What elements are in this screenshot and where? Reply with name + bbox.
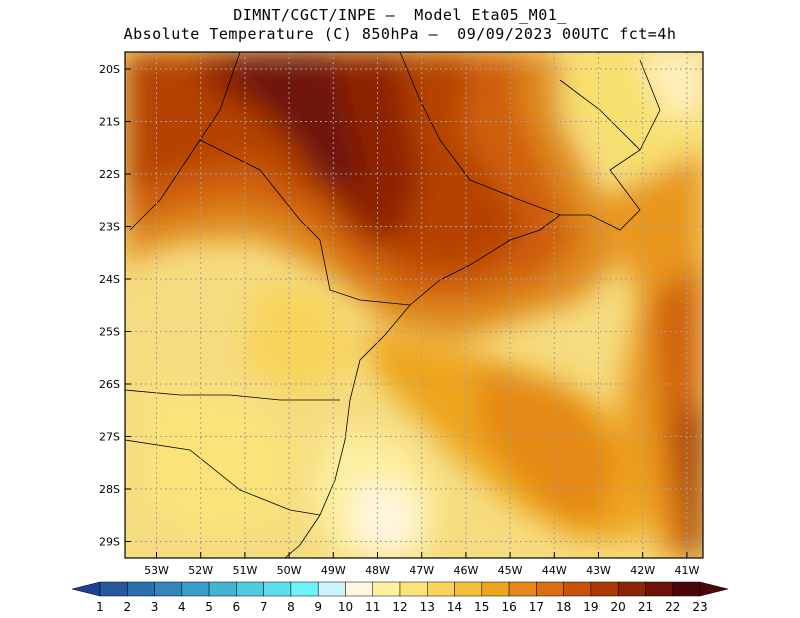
lat-tick-label: 22S xyxy=(99,168,120,181)
colorbar-swatch xyxy=(536,581,564,597)
colorbar-swatch xyxy=(290,581,319,597)
map-title-line-1: DIMNT/CGCT/INPE – Model Eta05_M01_ xyxy=(233,6,567,24)
colorbar-swatch xyxy=(399,581,428,597)
plume-band-17 xyxy=(480,360,620,520)
colorbar-label: 18 xyxy=(556,600,571,614)
lon-tick-label: 53W xyxy=(144,564,169,577)
colorbar-swatch xyxy=(672,581,701,597)
colorbar-label: 9 xyxy=(314,600,322,614)
colorbar-swatch xyxy=(563,581,592,597)
colorbar-swatch xyxy=(617,581,646,597)
colorbar-label: 19 xyxy=(583,600,598,614)
lat-tick-label: 26S xyxy=(99,378,120,391)
colorbar-label: 3 xyxy=(151,600,159,614)
latitude-ticks: 20S 21S 22S 23S 24S 25S 26S 27S 28S 29S xyxy=(99,63,131,549)
lon-tick-label: 48W xyxy=(365,564,390,577)
lon-tick-label: 52W xyxy=(188,564,213,577)
colorbar-arrow-high xyxy=(699,581,729,597)
lat-tick-label: 20S xyxy=(99,63,120,76)
colorbar-swatch xyxy=(427,581,455,597)
colorbar-swatch xyxy=(508,581,537,597)
border-sp-mg xyxy=(399,52,561,216)
lat-tick-label: 21S xyxy=(99,116,120,129)
east-band-21 xyxy=(680,400,703,558)
colorbar-label: 23 xyxy=(692,600,707,614)
south-band-11 xyxy=(350,480,420,558)
colorbar-swatch xyxy=(372,581,401,597)
lat-tick-label: 28S xyxy=(99,483,120,496)
colorbar-swatch xyxy=(236,581,264,597)
lon-tick-label: 44W xyxy=(542,564,567,577)
warm-band-22 xyxy=(230,52,360,200)
colorbar-label: 14 xyxy=(447,600,462,614)
lon-tick-label: 47W xyxy=(409,564,434,577)
border-pr-sc xyxy=(125,389,340,401)
colorbar-swatch xyxy=(208,581,237,597)
colorbar-swatch xyxy=(590,581,619,597)
colorbar-swatch xyxy=(345,581,373,597)
colorbar-label: 1 xyxy=(96,600,104,614)
lon-tick-label: 41W xyxy=(674,564,699,577)
colorbar-label: 13 xyxy=(420,600,435,614)
lon-tick-label: 51W xyxy=(232,564,257,577)
colorbar-label: 5 xyxy=(205,600,213,614)
longitude-ticks: 53W 52W 51W 50W 49W 48W 47W 46W 45W 44W 43W 42W 41W xyxy=(144,552,699,577)
gridlines xyxy=(125,52,703,558)
lon-tick-label: 50W xyxy=(277,564,302,577)
colorbar-label: 11 xyxy=(365,600,380,614)
lon-tick-label: 42W xyxy=(630,564,655,577)
lon-tick-label: 43W xyxy=(586,564,611,577)
temperature-field xyxy=(125,52,703,558)
coastline-and-borders xyxy=(125,52,661,558)
colorbar-label: 17 xyxy=(529,600,544,614)
lon-tick-label: 49W xyxy=(321,564,346,577)
colorbar-swatch xyxy=(99,581,128,597)
colorbar-swatch xyxy=(481,581,510,597)
colorbar-swatch xyxy=(154,581,183,597)
colorbar-label: 4 xyxy=(178,600,186,614)
colorbar-swatch xyxy=(454,581,483,597)
border-pr-sp xyxy=(199,139,411,306)
colorbar-arrow-low xyxy=(71,581,101,597)
southwest-band-13 xyxy=(140,380,300,540)
colorbar-label: 2 xyxy=(123,600,131,614)
lon-tick-label: 46W xyxy=(453,564,478,577)
colorbar-swatch xyxy=(263,581,292,597)
colorbar-swatch xyxy=(645,581,673,597)
border-sc-rs xyxy=(125,439,321,516)
lat-tick-label: 25S xyxy=(99,326,120,339)
colorbar-label: 16 xyxy=(501,600,516,614)
lon-tick-label: 45W xyxy=(498,564,523,577)
lat-tick-label: 27S xyxy=(99,431,120,444)
colorbar-swatch xyxy=(127,581,155,597)
colorbar-label: 12 xyxy=(392,600,407,614)
colorbar: 1 2 3 4 5 6 7 8 9 10 11 12 13 14 15 16 17 18 19 20 21 22 23 xyxy=(71,581,729,614)
central-band-14 xyxy=(240,280,360,400)
colorbar-swatch xyxy=(317,581,346,597)
colorbar-swatch xyxy=(181,581,210,597)
map-title-line-2: Absolute Temperature (C) 850hPa – 09/09/… xyxy=(123,25,677,43)
lat-tick-label: 23S xyxy=(99,221,120,234)
colorbar-label: 21 xyxy=(638,600,653,614)
colorbar-label: 20 xyxy=(611,600,626,614)
lat-tick-label: 29S xyxy=(99,536,120,549)
colorbar-label: 10 xyxy=(338,600,353,614)
colorbar-label: 15 xyxy=(474,600,489,614)
colorbar-label: 22 xyxy=(665,600,680,614)
border-mg-rj xyxy=(559,79,641,151)
colorbar-label: 7 xyxy=(260,600,268,614)
coastline xyxy=(284,59,661,558)
plot-frame xyxy=(124,51,704,559)
colorbar-label: 6 xyxy=(233,600,241,614)
colorbar-label: 8 xyxy=(287,600,295,614)
lat-tick-label: 24S xyxy=(99,273,120,286)
